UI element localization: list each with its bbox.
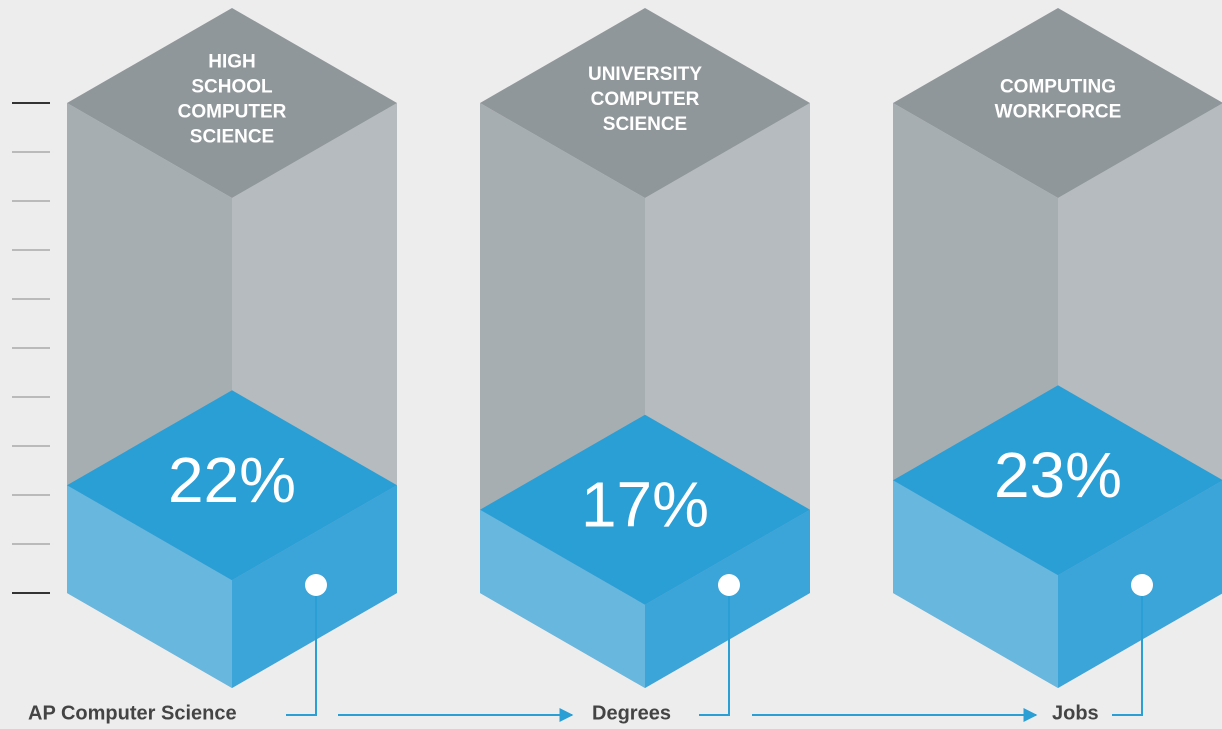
column-title: COMPUTER	[591, 89, 700, 110]
connector-dot	[718, 574, 740, 596]
column-title: COMPUTER	[178, 102, 287, 123]
column-title: SCHOOL	[191, 77, 273, 98]
connector	[699, 590, 730, 716]
column-title: HIGH	[208, 52, 256, 73]
column-title: SCIENCE	[603, 114, 687, 135]
fill-left-face	[67, 485, 232, 688]
column-top	[480, 8, 810, 198]
connector	[1112, 590, 1143, 716]
fill-top	[480, 414, 810, 605]
fill-left-face	[893, 480, 1058, 688]
column-title: UNIVERSITY	[588, 64, 702, 85]
column-title: WORKFORCE	[995, 102, 1122, 123]
stage-label: Degrees	[592, 702, 671, 724]
column-title: COMPUTING	[1000, 77, 1116, 98]
stage-label: AP Computer Science	[28, 702, 237, 724]
column-title: SCIENCE	[190, 127, 274, 148]
value-label: 17%	[581, 469, 709, 541]
fill-top	[67, 390, 397, 581]
value-label: 22%	[168, 444, 296, 516]
value-label: 23%	[994, 439, 1122, 511]
fill-left-face	[480, 509, 645, 688]
column-top	[893, 8, 1222, 198]
fill-top	[893, 385, 1222, 576]
stage-label: Jobs	[1052, 702, 1099, 724]
fill-right-face	[645, 509, 810, 688]
connector-dot	[1131, 574, 1153, 596]
connector	[286, 590, 317, 716]
connector-dot	[305, 574, 327, 596]
column-top	[67, 8, 397, 198]
